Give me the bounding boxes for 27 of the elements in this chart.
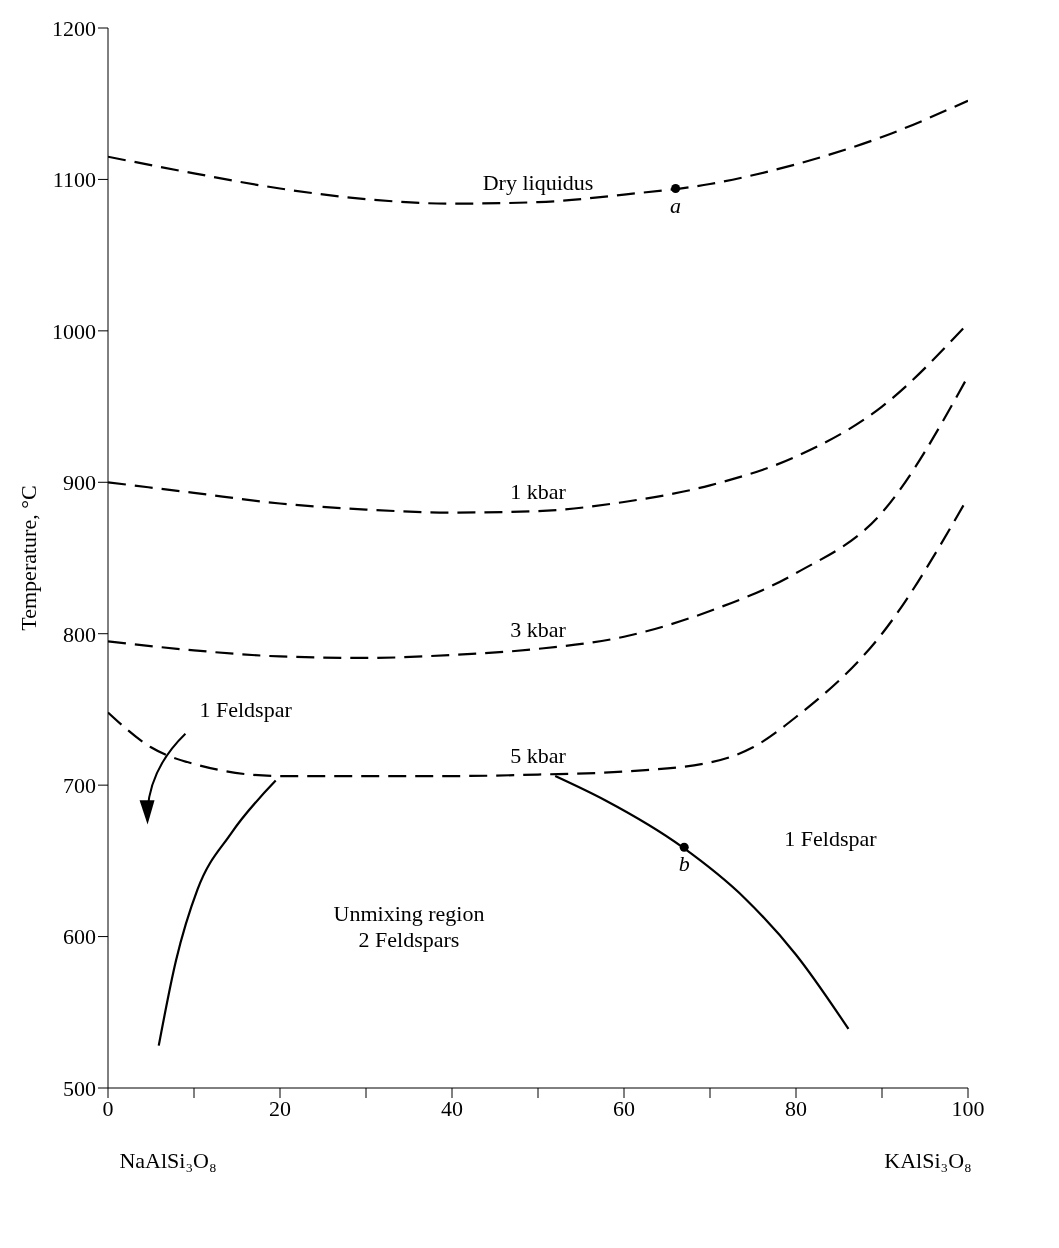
series-label: 3 kbar	[510, 616, 567, 642]
y-tick-label: 900	[63, 470, 96, 496]
y-tick-label: 500	[63, 1075, 96, 1101]
line-series	[157, 779, 277, 1047]
y-tick-label: 1100	[52, 167, 96, 193]
y-tick-label: 1000	[52, 318, 96, 344]
y-axis-title: Temperature, °C	[15, 485, 41, 631]
series-label: Dry liquidus	[482, 170, 594, 196]
series-label: 1 kbar	[510, 479, 567, 505]
annotation: b	[678, 851, 690, 877]
x-tick-label: 0	[102, 1095, 114, 1121]
x-tick-label: 60	[613, 1095, 635, 1121]
annotation: 1 Feldspar	[784, 825, 878, 851]
annotation: Unmixing region 2 Feldspars	[333, 901, 485, 953]
x-tick-label: 100	[951, 1095, 985, 1121]
x-tick-label: 80	[785, 1095, 807, 1121]
annotation: a	[670, 192, 682, 218]
y-tick-label: 700	[63, 772, 96, 798]
x-tick-label: 20	[269, 1095, 291, 1121]
y-tick-label: 600	[63, 924, 96, 950]
y-tick-label: 1200	[52, 15, 96, 41]
annotation: 1 Feldspar	[199, 697, 293, 722]
text: NaAlSi₃O₈	[119, 1148, 217, 1173]
series-label: 5 kbar	[510, 742, 567, 768]
text: KAlSi₃O₈	[884, 1148, 972, 1173]
x-tick-label: 40	[441, 1095, 463, 1121]
y-tick-label: 800	[63, 621, 96, 647]
